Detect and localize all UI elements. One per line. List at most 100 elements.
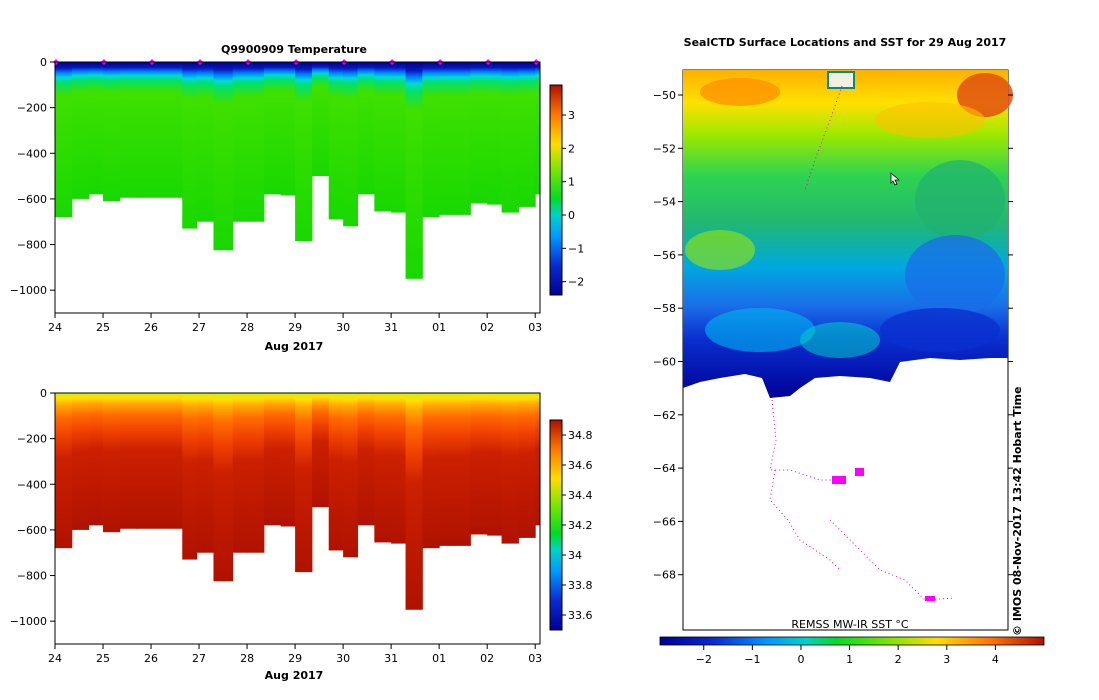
- sst-c-tick-label: 0: [797, 653, 804, 666]
- profile-column: [213, 62, 234, 251]
- lat-tick-label: −58: [653, 302, 676, 315]
- lat-tick-label: −68: [653, 569, 676, 582]
- profile-column: [518, 62, 536, 207]
- profile-column: [328, 393, 344, 551]
- x-tick-label: 30: [336, 652, 350, 665]
- profile-column: [453, 62, 471, 215]
- x-tick-label: 29: [288, 321, 302, 334]
- warm-patch: [685, 230, 755, 270]
- colorbar-tick-label: 33.6: [568, 609, 593, 622]
- track-highlights: [832, 468, 935, 601]
- sst-c-tick-label: −1: [744, 653, 760, 666]
- profile-column: [311, 393, 330, 508]
- lat-tick-label: −66: [653, 515, 676, 528]
- profile-column: [119, 62, 138, 198]
- salinity-profiles: [55, 393, 540, 610]
- colorbar-tick-label: 34.2: [568, 519, 593, 532]
- warm-patch: [875, 102, 985, 138]
- profile-column: [535, 62, 540, 195]
- profile-column: [487, 62, 503, 205]
- cursor-arrow-icon: [890, 172, 901, 186]
- profile-column: [280, 393, 296, 527]
- profile-column: [232, 393, 248, 553]
- salinity-panel: 0 −200 −400 −600 −800 −1000 24 25 26 27 28 29 30 31 0…: [10, 387, 593, 682]
- profile-column: [55, 62, 73, 218]
- profile-column: [55, 393, 73, 549]
- x-tick-label: 01: [432, 652, 446, 665]
- profile-column: [136, 62, 183, 198]
- colorbar-tick-label: 34: [568, 549, 582, 562]
- x-tick-label: 27: [192, 321, 206, 334]
- deployment-cluster: [827, 71, 855, 89]
- profile-column: [422, 62, 440, 218]
- profile-column: [196, 62, 214, 222]
- warm-patch: [957, 73, 1013, 117]
- colorbar-tick-label: −1: [568, 242, 584, 255]
- sst-texture: [685, 73, 1013, 358]
- profile-column: [391, 62, 407, 213]
- profile-column: [88, 393, 104, 526]
- profile-column: [405, 62, 423, 279]
- profile-column: [182, 393, 198, 560]
- colorbar-tick-label: 3: [568, 109, 575, 122]
- sst-c-tick-label: −2: [696, 653, 712, 666]
- x-tick-label: 29: [288, 652, 302, 665]
- sst-colorbar-ticks: −2−1012346065707580: [696, 645, 999, 666]
- y-tick-label: −200: [17, 433, 47, 446]
- x-tick-label: 03: [528, 321, 542, 334]
- x-tick-label: 28: [240, 652, 254, 665]
- salinity-xlabel: Aug 2017: [265, 669, 324, 682]
- profile-column: [295, 393, 313, 573]
- y-tick-label: −400: [17, 147, 47, 160]
- profile-column: [119, 393, 138, 529]
- sst-source-label: REMSS MW-IR SST °C: [791, 618, 909, 631]
- salinity-colorbar-ticks: 34.8 34.6 34.4 34.2 34 33.8 33.6: [562, 429, 593, 622]
- temperature-colorbar-ticks: 3 2 1 0 −1 −2: [562, 109, 584, 289]
- profile-column: [487, 393, 503, 536]
- x-tick-label: 26: [144, 652, 158, 665]
- profile-column: [518, 393, 536, 538]
- profile-column: [247, 393, 265, 553]
- warm-patch: [700, 78, 780, 106]
- temperature-xlabel: Aug 2017: [265, 340, 324, 353]
- y-tick-label: −800: [17, 239, 47, 252]
- salinity-y-axis: 0 −200 −400 −600 −800 −1000: [10, 387, 55, 628]
- track-south-c: [829, 519, 956, 601]
- temperature-x-axis: 24 25 26 27 28 29 30 31 01 02 03: [48, 313, 542, 334]
- lat-tick-label: −52: [653, 142, 676, 155]
- salinity-x-axis: 24 25 26 27 28 29 30 31 01 02 03: [48, 644, 542, 665]
- temperature-plot-frame: [54, 61, 541, 314]
- sst-c-tick-label: 1: [846, 653, 853, 666]
- sst-map-title: SealCTD Surface Locations and SST for 29…: [684, 36, 1007, 49]
- temperature-colorbar: [549, 84, 563, 296]
- profile-column: [357, 62, 375, 195]
- profile-column: [263, 62, 282, 195]
- colorbar-tick-label: 1: [568, 176, 575, 189]
- track-dense-spot: [832, 476, 846, 484]
- profile-column: [71, 393, 90, 530]
- track-south-b: [769, 469, 841, 571]
- lat-tick-label: −54: [653, 196, 676, 209]
- colorbar-tick-label: 33.8: [568, 579, 593, 592]
- y-tick-label: 0: [40, 56, 47, 69]
- profile-column: [439, 393, 455, 546]
- sst-colorbar: [659, 636, 1045, 646]
- profile-column: [328, 62, 344, 220]
- profile-column: [182, 62, 198, 229]
- imos-credit-label: © IMOS 08-Nov-2017 13:42 Hobart Time: [1011, 387, 1024, 636]
- profile-column: [501, 393, 519, 544]
- profile-column: [247, 62, 265, 222]
- profile-column: [88, 62, 104, 195]
- profile-column: [136, 393, 183, 529]
- sst-c-tick-label: 3: [943, 653, 950, 666]
- x-tick-label: 28: [240, 321, 254, 334]
- sst-c-tick-label: 4: [992, 653, 999, 666]
- profile-column: [374, 62, 392, 212]
- profile-column: [405, 393, 423, 610]
- temperature-y-axis: 0 −200 −400 −600 −800 −1000: [10, 56, 55, 297]
- temperature-panel: Q9900909 Temperature 0 −200 −400 −600 −800 −1…: [10, 43, 584, 353]
- x-tick-label: 26: [144, 321, 158, 334]
- cold-patch: [880, 308, 1000, 352]
- x-tick-label: 25: [96, 321, 110, 334]
- track-south-a: [769, 399, 835, 481]
